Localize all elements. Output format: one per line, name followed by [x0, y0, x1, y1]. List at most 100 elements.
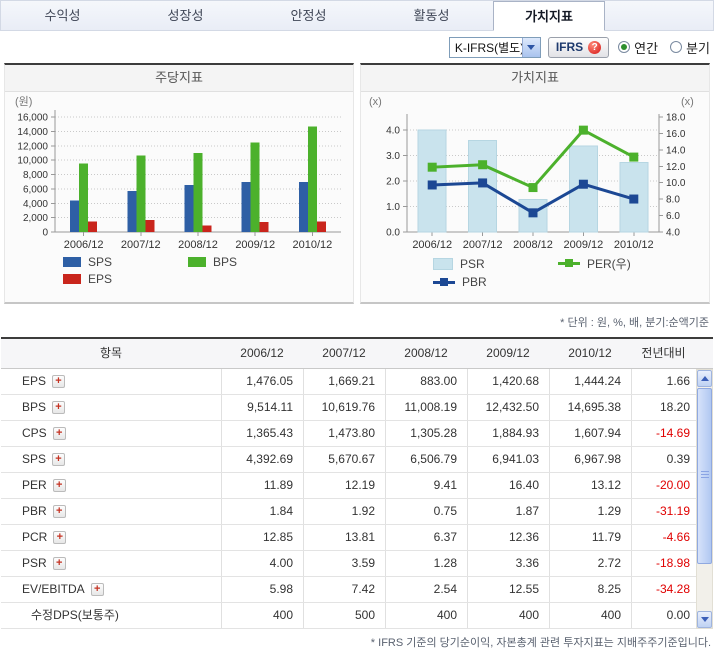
legend-swatch-icon — [433, 257, 453, 270]
scroll-up-button[interactable] — [697, 370, 712, 387]
value-cell: 6.37 — [385, 525, 467, 550]
column-header: 2008/12 — [404, 346, 448, 360]
ifrs-help-button[interactable]: IFRS — [547, 36, 610, 58]
row-label: 수정DPS(보통주) — [31, 608, 119, 622]
period-radio-group: 연간 분기 — [618, 38, 710, 57]
tab-성장성[interactable]: 성장성 — [167, 8, 204, 23]
expand-indicator-button[interactable] — [53, 531, 67, 544]
row-label: PSR — [22, 556, 47, 570]
value-cell: 3.36 — [467, 551, 549, 576]
column-header: 항목 — [99, 346, 123, 360]
table-scrollbar[interactable] — [696, 369, 713, 629]
row-label-cell: EV/EBITDA — [1, 577, 221, 602]
tab-가치지표[interactable]: 가치지표 — [493, 1, 605, 31]
yoy-cell: -18.98 — [631, 551, 696, 576]
expand-indicator-button[interactable] — [52, 505, 66, 518]
value-cell: 1.28 — [385, 551, 467, 576]
svg-text:2008/12: 2008/12 — [178, 239, 218, 251]
tab-활동성[interactable]: 활동성 — [413, 8, 450, 23]
expand-indicator-button[interactable] — [90, 583, 104, 596]
legend-item-SPS: SPS — [63, 255, 188, 269]
expand-indicator-button[interactable] — [52, 401, 66, 414]
svg-text:0: 0 — [42, 228, 48, 239]
expand-indicator-button[interactable] — [52, 557, 66, 570]
charts-row: 주당지표 (원) 0 2,000 4,000 6,000 8,000 10,000 12,00… — [0, 61, 714, 304]
value-cell: 2.72 — [549, 551, 631, 576]
yoy-cell: 18.20 — [631, 395, 696, 420]
value-cell: 8.25 — [549, 577, 631, 602]
value-cell: 1,884.93 — [467, 421, 549, 446]
help-icon — [588, 40, 602, 54]
value-cell: 1,669.21 — [303, 369, 385, 394]
expand-indicator-button[interactable] — [52, 453, 66, 466]
row-label-cell: BPS — [1, 395, 221, 420]
tab-수익성[interactable]: 수익성 — [44, 8, 81, 23]
radio-annual[interactable]: 연간 — [618, 38, 658, 57]
svg-text:2008/12: 2008/12 — [513, 239, 553, 251]
value-cell: 1,476.05 — [221, 369, 303, 394]
value-cell: 9,514.11 — [221, 395, 303, 420]
value-cell: 12.19 — [303, 473, 385, 498]
svg-text:10.0: 10.0 — [666, 178, 686, 189]
value-cell: 12.85 — [221, 525, 303, 550]
value-cell: 9.41 — [385, 473, 467, 498]
row-label: PCR — [22, 530, 48, 544]
legend-swatch-icon — [188, 257, 206, 267]
radio-selected-icon — [618, 41, 631, 53]
yoy-cell: -31.19 — [631, 499, 696, 524]
scrollbar-thumb[interactable] — [697, 388, 712, 564]
value-cell: 11.79 — [549, 525, 631, 550]
value-cell: 12.55 — [467, 577, 549, 602]
yoy-cell: 1.66 — [631, 369, 696, 394]
tab-안정성[interactable]: 안정성 — [290, 8, 327, 23]
svg-text:12.0: 12.0 — [666, 162, 686, 173]
chevron-down-icon[interactable] — [521, 37, 540, 57]
column-header: 2007/12 — [322, 346, 366, 360]
scrollbar-grip-icon — [701, 471, 709, 479]
legend-item-EPS: EPS — [63, 272, 188, 286]
value-cell: 6,941.03 — [467, 447, 549, 472]
svg-text:2007/12: 2007/12 — [121, 239, 161, 251]
value-cell: 400 — [385, 603, 467, 628]
yoy-cell: 0.00 — [631, 603, 696, 628]
legend-label: BPS — [213, 255, 238, 269]
table-row-PSR: PSR 4.003.591.283.362.72-18.98 — [1, 551, 696, 577]
expand-indicator-button[interactable] — [52, 479, 66, 492]
select-value: K-IFRS(별도) — [454, 40, 522, 55]
radio-annual-label: 연간 — [634, 40, 659, 56]
valuation-combo-chart: (x) (x) 0.0 1.0 2.0 3.0 4.0 4.0 6.0 8.0 10.0 12.0 14… — [369, 96, 694, 251]
value-cell: 400 — [549, 603, 631, 628]
value-cell: 10,619.76 — [303, 395, 385, 420]
table-row-수정DPS(보통주): 수정DPS(보통주) 400 500 400 400 400 0.00 — [1, 603, 696, 629]
legend-swatch-icon — [63, 257, 81, 267]
table-header-row: 항목 2006/12 2007/12 2008/12 2009/12 2010/12 전년대… — [1, 339, 713, 369]
valuation-panel: 가치지표 (x) (x) 0.0 1.0 2.0 3.0 4.0 4.0 6.0 8.0 10.0 1… — [360, 63, 710, 304]
svg-text:2010/12: 2010/12 — [614, 239, 654, 251]
row-label: BPS — [22, 400, 47, 414]
accounting-standard-select[interactable]: K-IFRS(별도) — [448, 36, 541, 58]
value-cell: 5,670.67 — [303, 447, 385, 472]
value-cell: 1.29 — [549, 499, 631, 524]
value-cell: 4,392.69 — [221, 447, 303, 472]
expand-indicator-button[interactable] — [52, 427, 66, 440]
table-row-EPS: EPS 1,476.051,669.21883.001,420.681,444.2… — [1, 369, 696, 395]
value-cell: 4.00 — [221, 551, 303, 576]
svg-text:0.0: 0.0 — [386, 228, 400, 239]
svg-text:2006/12: 2006/12 — [64, 239, 104, 251]
radio-quarter[interactable]: 분기 — [670, 38, 710, 57]
value-cell: 12.36 — [467, 525, 549, 550]
value-cell: 1.87 — [467, 499, 549, 524]
expand-indicator-button[interactable] — [52, 375, 66, 388]
yoy-cell: -34.28 — [631, 577, 696, 602]
per-share-panel: 주당지표 (원) 0 2,000 4,000 6,000 8,000 10,000 12,00… — [4, 63, 354, 304]
radio-unselected-icon — [670, 41, 683, 53]
legend-label: PBR — [462, 275, 487, 289]
scroll-down-button[interactable] — [697, 611, 712, 628]
svg-text:16,000: 16,000 — [17, 113, 48, 124]
legend-item-BPS: BPS — [188, 255, 313, 269]
table-row-PBR: PBR 1.841.920.751.871.29-31.19 — [1, 499, 696, 525]
legend-label: EPS — [88, 272, 113, 286]
per-share-bar-chart: (원) 0 2,000 4,000 6,000 8,000 10,000 12,000 14,0… — [15, 95, 341, 251]
